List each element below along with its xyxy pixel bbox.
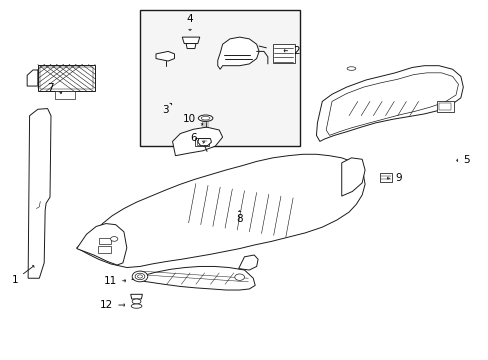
Polygon shape: [341, 158, 365, 196]
Polygon shape: [217, 37, 259, 69]
Polygon shape: [172, 127, 222, 156]
Polygon shape: [238, 255, 258, 270]
Text: 7: 7: [47, 83, 61, 94]
Polygon shape: [156, 51, 174, 61]
Bar: [195, 138, 208, 146]
Bar: [99, 238, 111, 244]
Bar: [272, 44, 294, 63]
Polygon shape: [27, 70, 38, 86]
Bar: [140, 10, 300, 146]
Bar: [379, 173, 391, 182]
Ellipse shape: [135, 273, 144, 280]
Polygon shape: [325, 73, 458, 135]
Text: 11: 11: [103, 276, 125, 286]
Bar: [55, 91, 75, 99]
Polygon shape: [316, 66, 462, 141]
Ellipse shape: [110, 237, 118, 241]
Bar: [98, 246, 111, 253]
Bar: [40, 67, 93, 89]
Ellipse shape: [132, 271, 147, 282]
Bar: [38, 64, 95, 91]
Polygon shape: [130, 294, 142, 299]
Polygon shape: [182, 37, 200, 44]
Ellipse shape: [137, 275, 142, 278]
Text: 3: 3: [162, 103, 171, 115]
Text: 6: 6: [190, 133, 204, 143]
Ellipse shape: [234, 274, 244, 280]
Ellipse shape: [198, 115, 212, 121]
Text: 9: 9: [386, 173, 401, 183]
Ellipse shape: [201, 116, 209, 120]
Text: 8: 8: [236, 211, 243, 224]
Polygon shape: [77, 224, 126, 265]
Polygon shape: [186, 44, 196, 49]
Text: 10: 10: [183, 113, 203, 125]
Text: 2: 2: [284, 46, 299, 56]
Text: 1: 1: [12, 265, 34, 285]
Ellipse shape: [132, 299, 141, 304]
Text: 5: 5: [456, 156, 469, 165]
Polygon shape: [77, 154, 365, 267]
Polygon shape: [131, 266, 255, 290]
Bar: [438, 103, 450, 111]
Text: 12: 12: [100, 300, 124, 310]
Polygon shape: [28, 109, 51, 278]
Text: 4: 4: [186, 14, 193, 30]
Bar: [436, 102, 453, 112]
Bar: [197, 140, 206, 145]
Ellipse shape: [346, 67, 355, 70]
Ellipse shape: [131, 304, 142, 308]
Polygon shape: [198, 139, 211, 146]
